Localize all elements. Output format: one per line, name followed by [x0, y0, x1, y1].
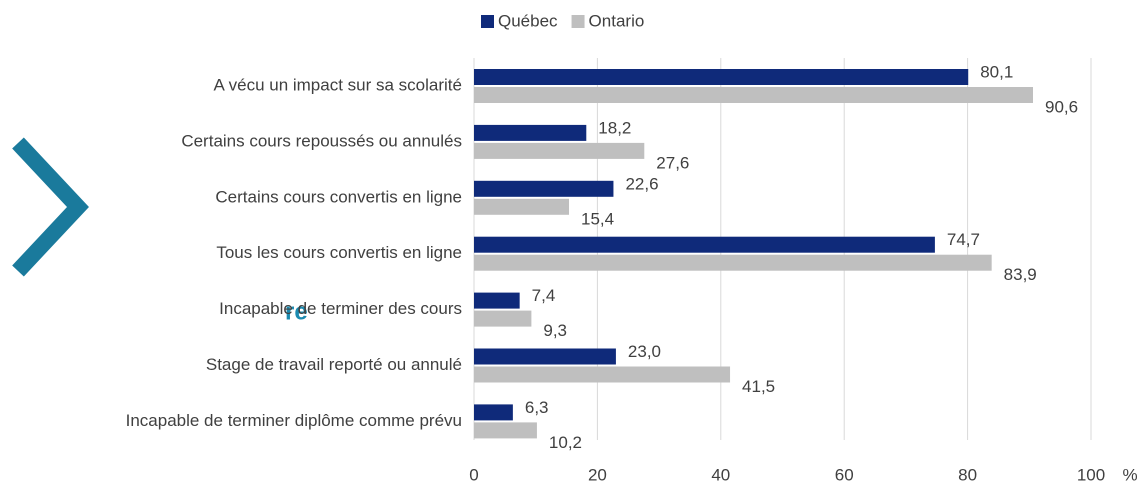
x-tick-label: 60: [835, 465, 854, 484]
value-label: 15,4: [581, 209, 614, 228]
category-label: Certains cours convertis en ligne: [215, 187, 462, 206]
category-label: Stage de travail reporté ou annulé: [206, 355, 462, 374]
value-label: 23,0: [628, 342, 661, 361]
bar: [474, 310, 532, 327]
value-label: 22,6: [625, 174, 658, 193]
bar: [474, 254, 992, 271]
bar: [474, 198, 570, 215]
bar: [474, 69, 969, 85]
value-label: 10,2: [549, 433, 582, 452]
category-label: Incapable de terminer diplôme comme prév…: [126, 411, 462, 430]
value-label: 80,1: [980, 62, 1013, 81]
value-label: 83,9: [1004, 265, 1037, 284]
value-label: 7,4: [532, 286, 556, 305]
bar: [474, 422, 537, 439]
bar: [474, 180, 614, 197]
category-label: Tous les cours convertis en ligne: [216, 243, 462, 262]
x-tick-label: 80: [958, 465, 977, 484]
value-label: 6,3: [525, 398, 549, 417]
bar: [474, 292, 520, 309]
bar: [474, 124, 587, 141]
legend-label: Ontario: [589, 11, 645, 30]
bar: [474, 236, 935, 253]
x-axis-label: %: [1122, 465, 1137, 484]
value-label: 18,2: [598, 118, 631, 137]
value-label: 9,3: [543, 321, 567, 340]
bar: [474, 87, 1034, 103]
legend-swatch: [571, 15, 585, 28]
legend-label: Québec: [498, 11, 558, 30]
value-label: 27,6: [656, 153, 689, 172]
x-tick-label: 20: [588, 465, 607, 484]
x-tick-label: 0: [469, 465, 478, 484]
x-tick-label: 100: [1077, 465, 1105, 484]
category-label: A vécu un impact sur sa scolarité: [213, 75, 462, 94]
value-label: 41,5: [742, 377, 775, 396]
bar: [474, 348, 616, 365]
category-label: Certains cours repoussés ou annulés: [181, 131, 462, 150]
legend-swatch: [481, 15, 494, 28]
bar: [474, 404, 513, 421]
logo-chevron: [12, 137, 89, 277]
value-label: 90,6: [1045, 97, 1078, 116]
bar: [474, 366, 731, 383]
bar: [474, 142, 645, 159]
value-label: 74,7: [947, 230, 980, 249]
category-label: Incapable de terminer des cours: [219, 299, 462, 318]
logo-text: re: [285, 298, 308, 325]
x-tick-label: 40: [711, 465, 730, 484]
